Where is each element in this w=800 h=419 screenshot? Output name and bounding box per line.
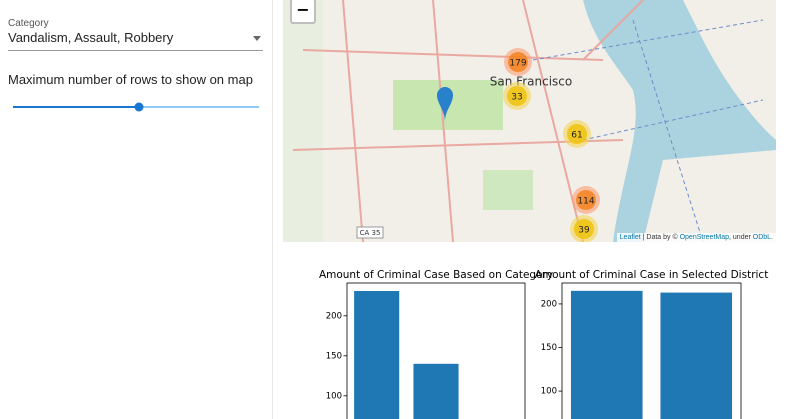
cluster-count: 33 [511,93,522,103]
attribution-text: | Data by © [642,234,678,241]
y-tick-label: 150 [326,351,342,361]
plot-frame [346,282,526,419]
y-tick-label: 100 [326,391,342,401]
sidebar: Category Vandalism, Assault, Robbery Max… [0,0,273,419]
plot-frame [561,282,742,419]
cluster [574,219,594,239]
slider[interactable] [0,98,272,118]
cluster-count: 61 [571,131,582,141]
odbl-link[interactable]: ODbL. [752,234,773,241]
bar [413,363,459,419]
bar [660,292,733,419]
bar [570,290,643,419]
chart-title: Amount of Criminal Case in Selected Dist… [535,269,769,281]
route-label: CA 35 [360,229,381,237]
leaflet-link[interactable]: Leaflet [619,234,641,241]
y-tick-label: 200 [326,311,342,321]
attribution: Leaflet | Data by © OpenStreetMap, under… [616,233,776,242]
cluster [507,86,527,106]
cluster-count: 179 [509,59,526,69]
cluster [508,52,528,72]
bar [354,291,400,419]
cluster-count: 114 [577,197,594,207]
chart-title: Amount of Criminal Case Based on Categor… [319,269,553,281]
category-select[interactable]: Vandalism, Assault, Robbery [8,30,263,51]
category-label: Category [8,18,49,29]
y-tick-label: 200 [541,299,557,309]
cluster [567,124,587,144]
cluster [576,190,596,210]
osm-link[interactable]: OpenStreetMap [679,234,730,241]
map[interactable]: San Francisco CA 35 179 33 61 114 39 − Leaflet… [283,0,776,242]
slider-label: Maximum number of rows to show on map [8,72,253,87]
attribution-text: , under [729,234,751,241]
y-tick-label: 150 [541,343,557,353]
route-shield [356,226,384,239]
cluster-count: 39 [578,226,590,236]
slider-thumb[interactable] [134,102,144,112]
zoom-out-button[interactable]: − [290,0,316,24]
y-tick-label: 100 [541,387,557,397]
